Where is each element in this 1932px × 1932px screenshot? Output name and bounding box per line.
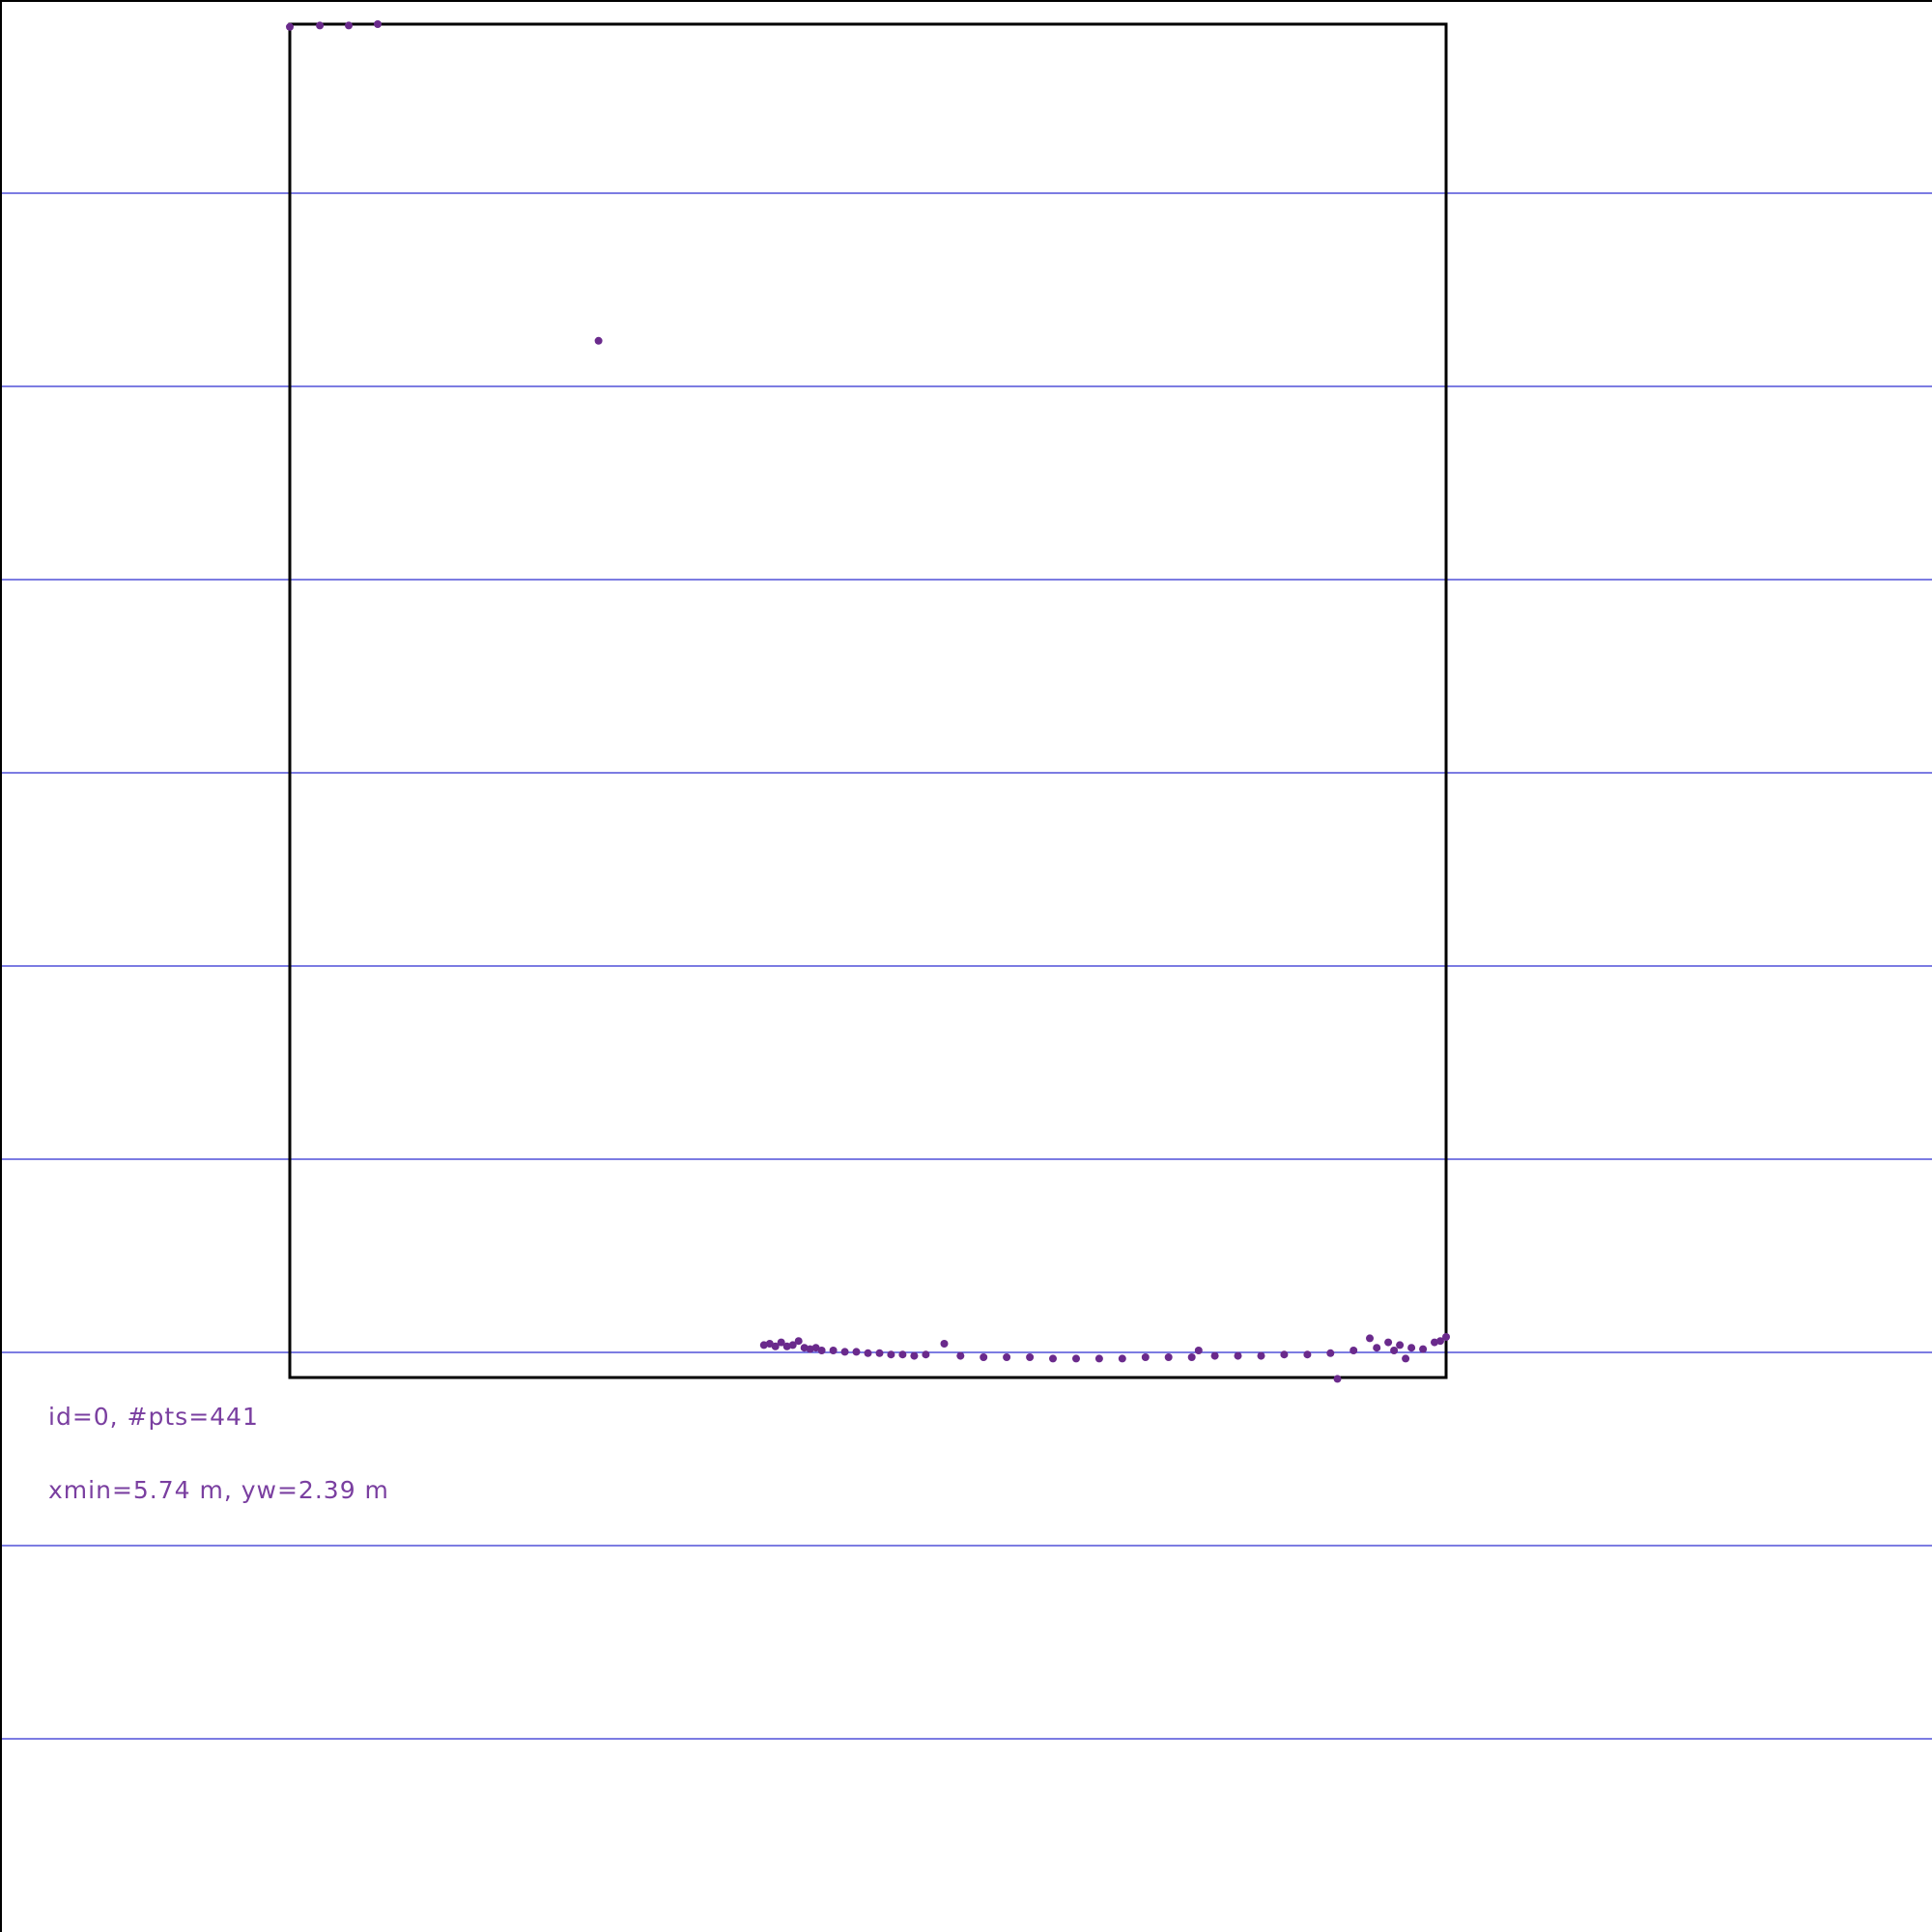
data-point-29	[1003, 1353, 1011, 1361]
data-point-50	[1396, 1341, 1405, 1350]
data-point-46	[1366, 1334, 1374, 1343]
data-points	[286, 20, 1450, 1383]
data-point-19	[852, 1348, 861, 1356]
data-point-1	[316, 21, 325, 30]
data-point-15	[811, 1344, 820, 1352]
data-point-41	[1257, 1351, 1265, 1360]
info-xmin-yw: xmin=5.74 m, yw=2.39 m	[48, 1476, 389, 1504]
data-point-14	[806, 1345, 814, 1353]
data-point-5	[1333, 1375, 1342, 1383]
data-point-21	[875, 1349, 884, 1357]
data-point-9	[777, 1338, 785, 1347]
data-point-11	[788, 1341, 797, 1350]
plot-frame	[288, 22, 1448, 1379]
data-point-33	[1094, 1354, 1103, 1363]
data-point-32	[1072, 1354, 1080, 1363]
data-point-23	[898, 1350, 907, 1359]
data-point-16	[817, 1347, 826, 1354]
data-point-42	[1280, 1350, 1289, 1359]
grid-lines	[0, 192, 1932, 1740]
data-point-36	[1164, 1353, 1173, 1361]
data-point-56	[1442, 1333, 1450, 1341]
data-point-40	[1234, 1351, 1242, 1360]
data-point-34	[1118, 1354, 1126, 1363]
data-point-20	[864, 1349, 872, 1357]
data-point-44	[1326, 1349, 1335, 1357]
data-point-52	[1407, 1344, 1416, 1352]
data-point-38	[1194, 1347, 1203, 1354]
data-point-53	[1419, 1345, 1428, 1353]
data-point-8	[771, 1342, 780, 1350]
data-point-22	[887, 1350, 895, 1359]
data-point-3	[374, 20, 382, 28]
data-point-35	[1141, 1353, 1150, 1361]
data-point-28	[980, 1353, 988, 1361]
data-point-6	[759, 1341, 768, 1350]
data-point-10	[782, 1342, 791, 1350]
data-point-47	[1373, 1344, 1381, 1352]
data-point-31	[1049, 1354, 1057, 1363]
data-point-12	[794, 1337, 803, 1346]
data-point-45	[1350, 1347, 1358, 1354]
data-point-54	[1431, 1338, 1438, 1347]
data-point-4	[594, 336, 603, 345]
data-point-0	[286, 22, 294, 31]
data-point-48	[1384, 1338, 1393, 1347]
data-point-27	[956, 1351, 965, 1360]
info-id-count: id=0, #pts=441	[48, 1403, 259, 1431]
data-point-39	[1210, 1351, 1219, 1360]
data-point-37	[1187, 1353, 1196, 1361]
data-point-51	[1402, 1354, 1410, 1363]
data-point-18	[840, 1348, 849, 1356]
data-point-25	[922, 1350, 930, 1359]
data-point-30	[1026, 1353, 1035, 1361]
data-point-26	[940, 1340, 949, 1348]
data-point-17	[829, 1347, 838, 1354]
data-point-49	[1390, 1347, 1399, 1354]
data-point-43	[1303, 1350, 1312, 1359]
data-point-55	[1436, 1337, 1444, 1346]
data-point-2	[345, 21, 353, 30]
data-point-24	[910, 1351, 919, 1360]
